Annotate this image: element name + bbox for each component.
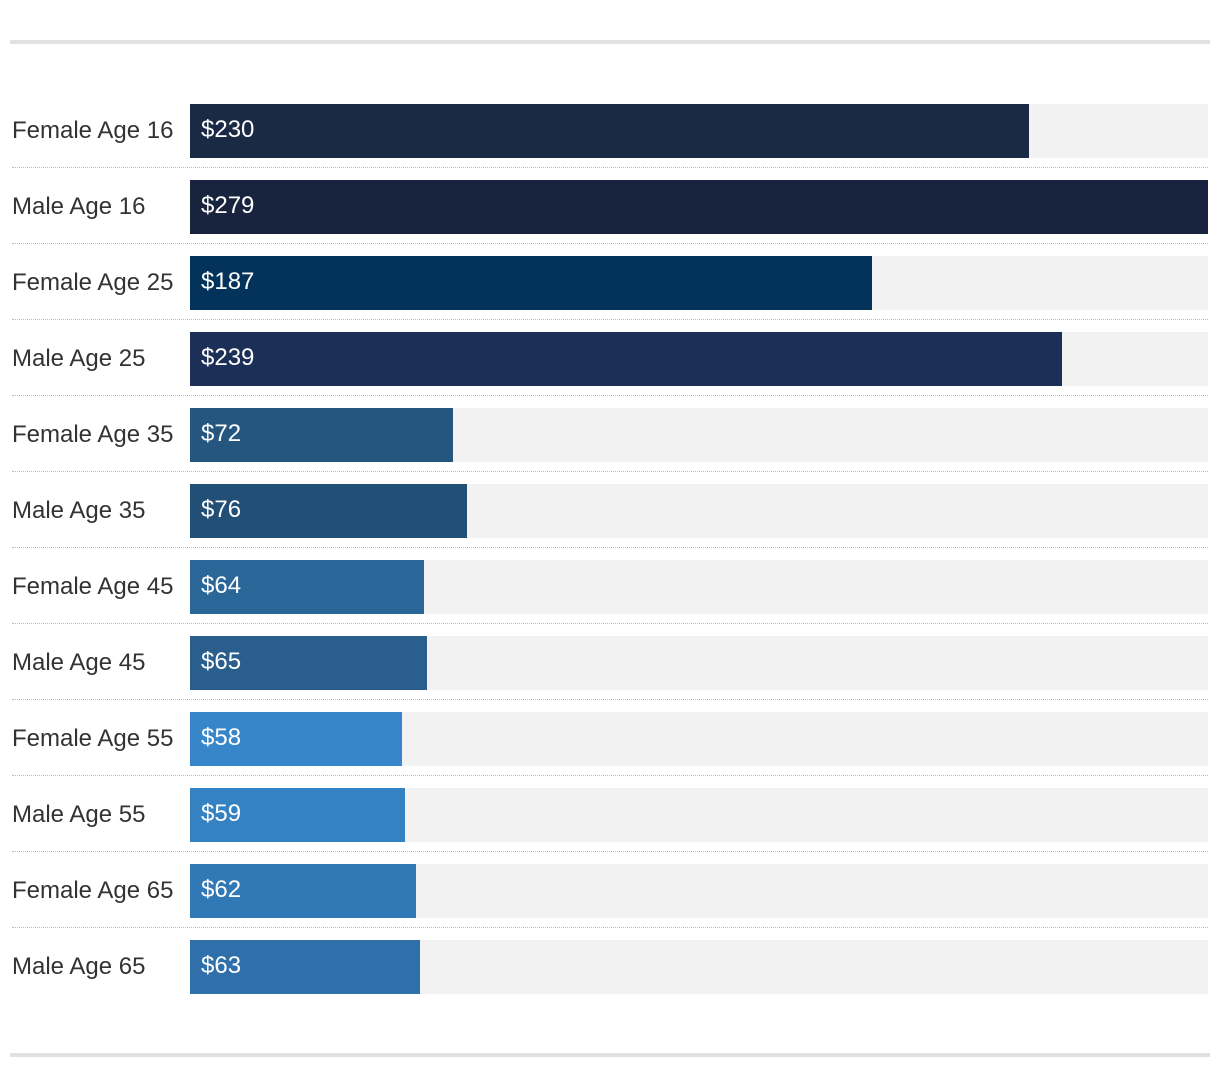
category-label: Female Age 55 (12, 725, 174, 752)
category-label: Male Age 16 (12, 193, 146, 220)
bar-track: $58 (190, 712, 1208, 766)
bar-value-label: $187 (201, 268, 255, 295)
category-label: Female Age 16 (12, 117, 174, 144)
bar-value-label: $76 (201, 496, 242, 523)
bar-row: Female Age 55 $58 (0, 700, 1220, 776)
bar: $187 (190, 256, 872, 310)
bar-track: $230 (190, 104, 1208, 158)
bar-track: $72 (190, 408, 1208, 462)
bar: $279 (190, 180, 1208, 234)
bar: $62 (190, 864, 416, 918)
row-separator (12, 471, 1208, 472)
bar: $230 (190, 104, 1029, 158)
bar-chart: Female Age 16 $230 Male Age 16 $279 Female A… (0, 92, 1220, 1004)
bar: $64 (190, 560, 424, 614)
row-separator (12, 851, 1208, 852)
bar-value-label: $59 (201, 800, 242, 827)
bar-row: Male Age 25 $239 (0, 320, 1220, 396)
row-separator (12, 167, 1208, 168)
bar-row: Female Age 25 $187 (0, 244, 1220, 320)
bar-track: $62 (190, 864, 1208, 918)
bar-value-label: $58 (201, 724, 242, 751)
bar: $63 (190, 940, 420, 994)
bar-row: Female Age 65 $62 (0, 852, 1220, 928)
category-label: Male Age 35 (12, 497, 146, 524)
category-label: Male Age 65 (12, 953, 146, 980)
category-label: Male Age 25 (12, 345, 146, 372)
bar-track: $64 (190, 560, 1208, 614)
bar-value-label: $63 (201, 952, 242, 979)
bar-value-label: $230 (201, 116, 255, 143)
bar: $65 (190, 636, 427, 690)
category-label: Male Age 55 (12, 801, 146, 828)
bar: $72 (190, 408, 453, 462)
bar-row: Female Age 16 $230 (0, 92, 1220, 168)
bar-row: Female Age 45 $64 (0, 548, 1220, 624)
bar-track: $187 (190, 256, 1208, 310)
category-label: Female Age 65 (12, 877, 174, 904)
bar-value-label: $279 (201, 192, 255, 219)
row-separator (12, 699, 1208, 700)
row-separator (12, 243, 1208, 244)
bottom-rule (10, 1053, 1210, 1057)
top-rule (10, 40, 1210, 44)
bar-value-label: $64 (201, 572, 242, 599)
bar-track: $239 (190, 332, 1208, 386)
bar-row: Male Age 45 $65 (0, 624, 1220, 700)
row-separator (12, 395, 1208, 396)
row-separator (12, 547, 1208, 548)
bar: $239 (190, 332, 1062, 386)
bar-track: $76 (190, 484, 1208, 538)
category-label: Female Age 35 (12, 421, 174, 448)
row-separator (12, 775, 1208, 776)
category-label: Female Age 45 (12, 573, 174, 600)
bar-row: Female Age 35 $72 (0, 396, 1220, 472)
bar-value-label: $239 (201, 344, 255, 371)
bar-track: $59 (190, 788, 1208, 842)
bar-track: $63 (190, 940, 1208, 994)
bar: $59 (190, 788, 405, 842)
bar-value-label: $72 (201, 420, 242, 447)
bar: $58 (190, 712, 402, 766)
bar-value-label: $65 (201, 648, 242, 675)
bar-value-label: $62 (201, 876, 242, 903)
bar-row: Male Age 16 $279 (0, 168, 1220, 244)
category-label: Female Age 25 (12, 269, 174, 296)
bar-row: Male Age 35 $76 (0, 472, 1220, 548)
bar-track: $279 (190, 180, 1208, 234)
bar-row: Male Age 55 $59 (0, 776, 1220, 852)
bar: $76 (190, 484, 467, 538)
row-separator (12, 623, 1208, 624)
category-label: Male Age 45 (12, 649, 146, 676)
row-separator (12, 319, 1208, 320)
bar-track: $65 (190, 636, 1208, 690)
row-separator (12, 927, 1208, 928)
bar-row: Male Age 65 $63 (0, 928, 1220, 1004)
